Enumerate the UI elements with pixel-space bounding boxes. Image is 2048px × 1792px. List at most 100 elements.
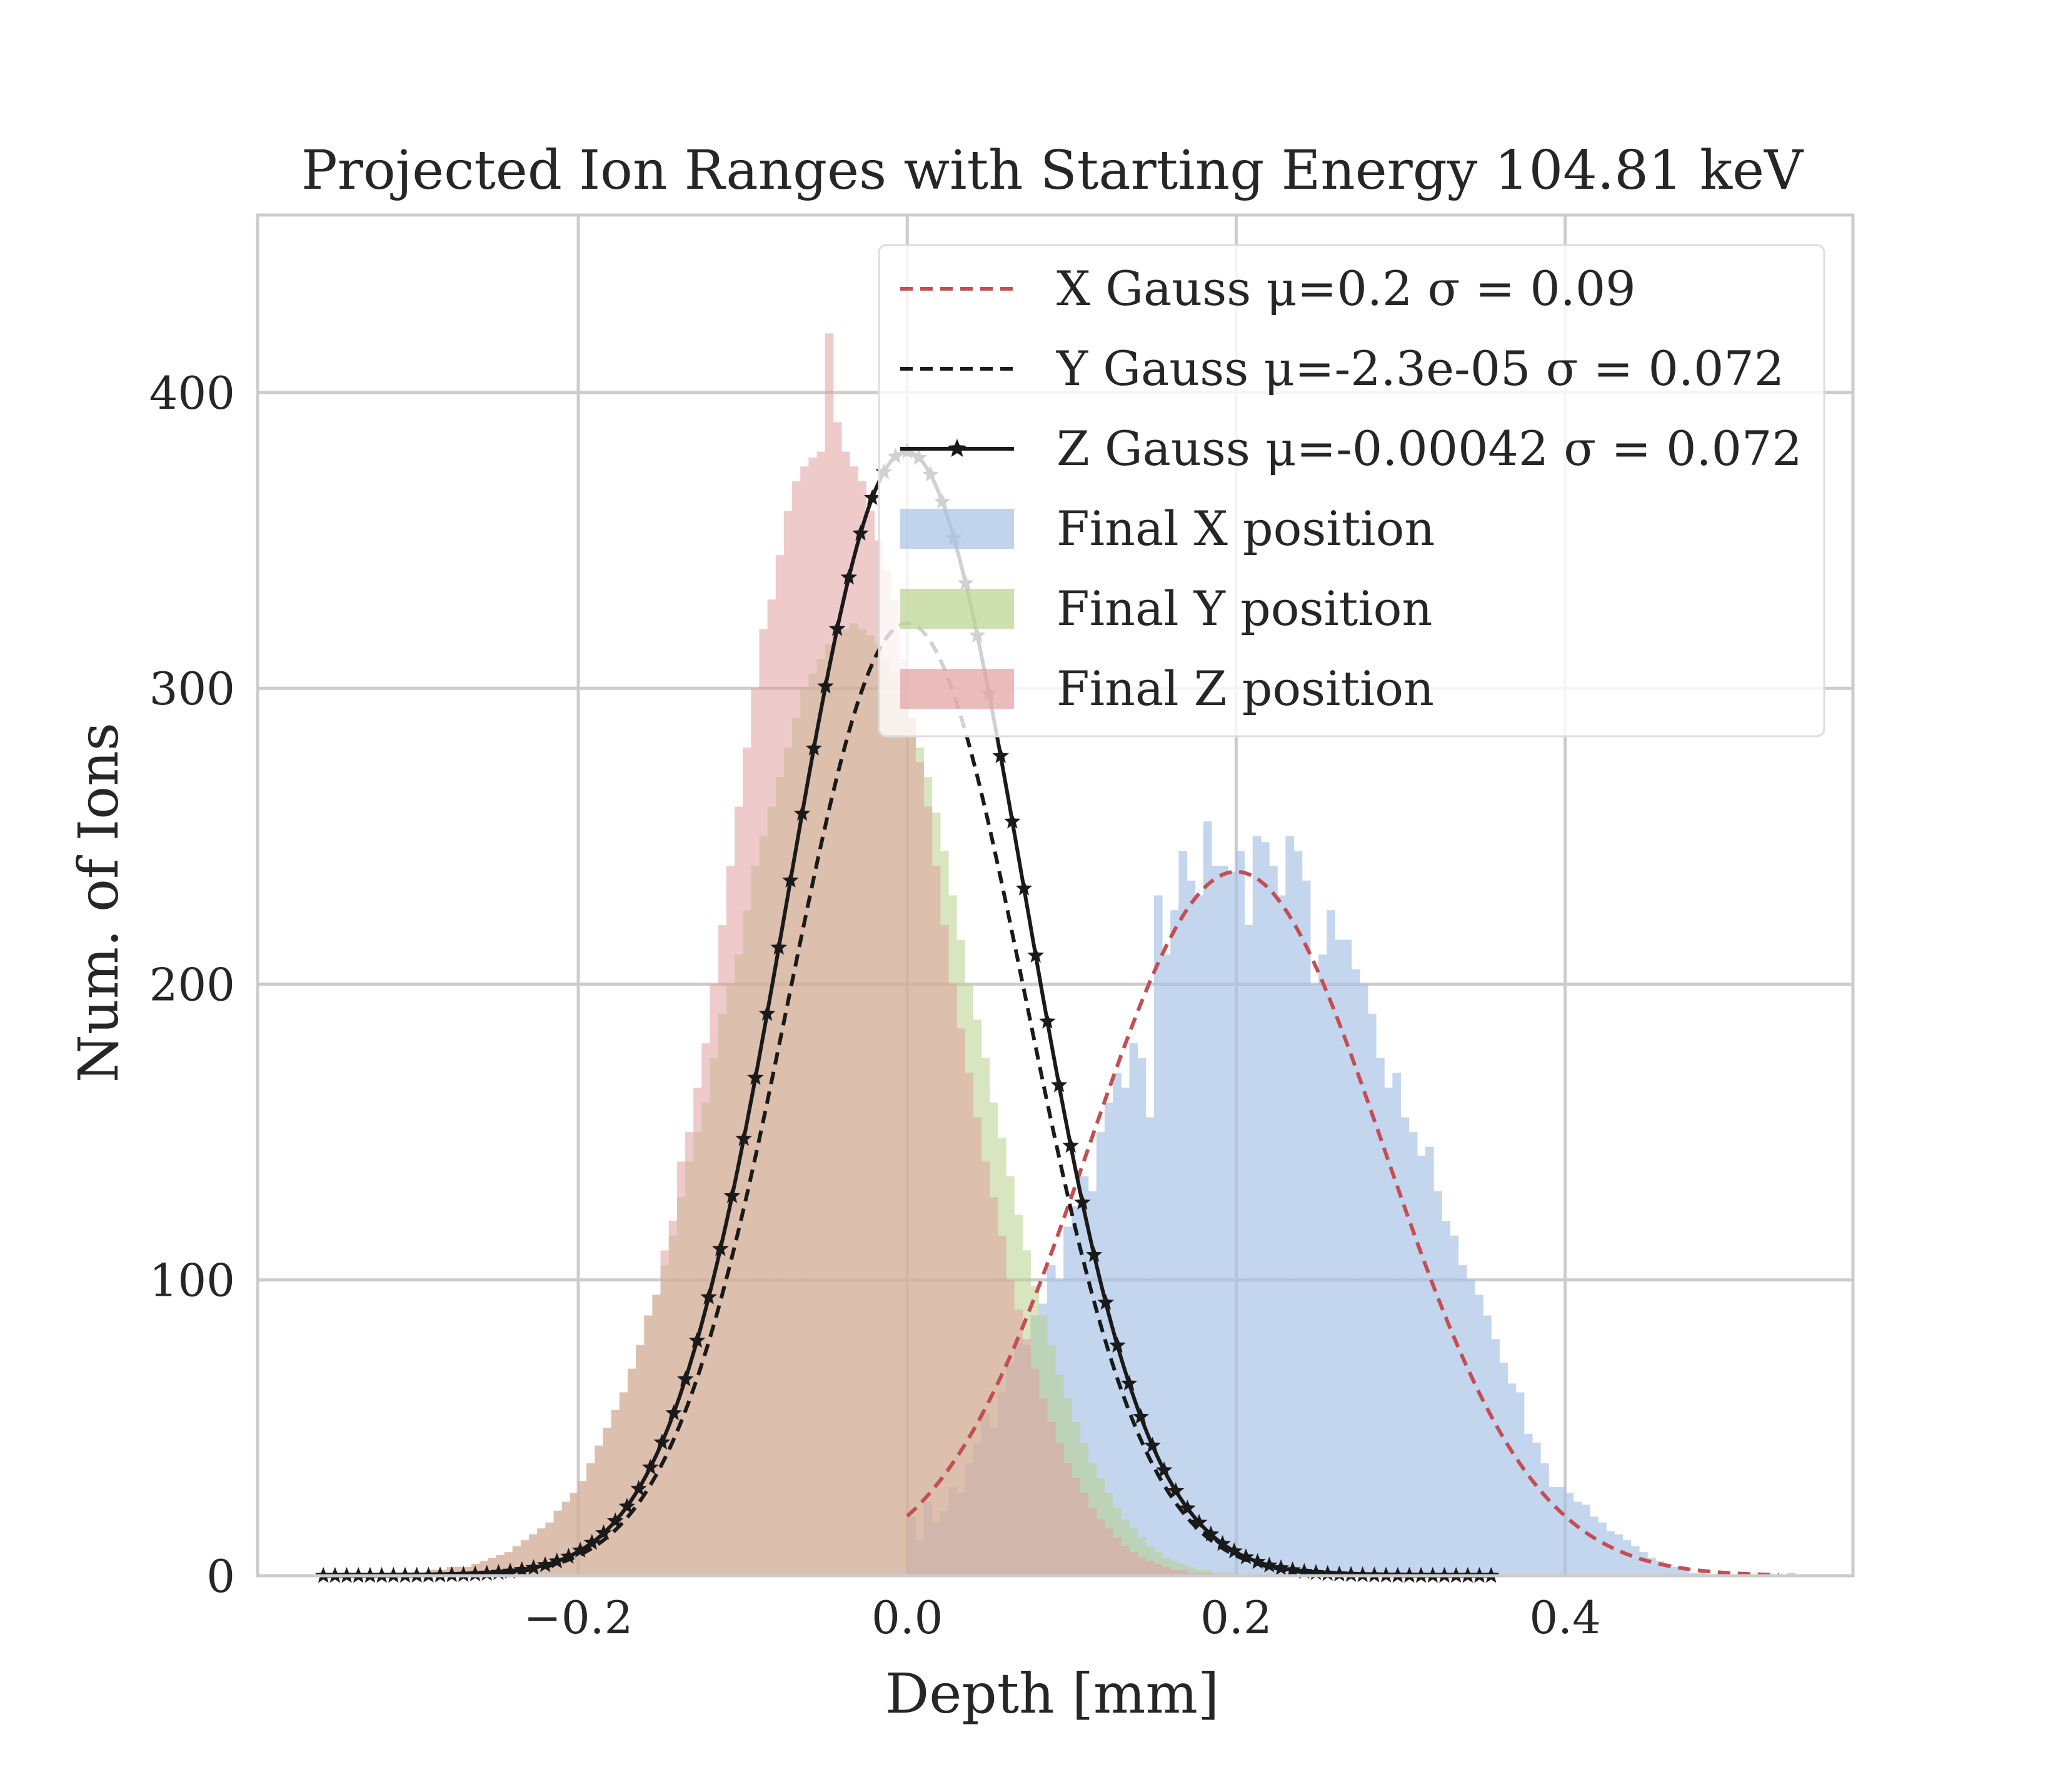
histogram-x-bar: [1392, 1073, 1402, 1576]
legend: X Gauss μ=0.2 σ = 0.09 Y Gauss μ=-2.3e-05…: [878, 244, 1825, 738]
star-marker: [688, 1332, 706, 1348]
y-tick-label: 200: [149, 958, 235, 1011]
star-marker: [1109, 1336, 1126, 1353]
histogram-x-bar: [1277, 895, 1286, 1576]
histogram-z-bar: [743, 747, 751, 1576]
histogram-x-bar: [1532, 1443, 1541, 1576]
star-marker: [747, 1069, 764, 1085]
histogram-z-bar: [561, 1501, 571, 1576]
star-marker: [828, 620, 846, 636]
histogram-x-bar: [1507, 1383, 1517, 1576]
histogram-z-bar: [611, 1409, 620, 1576]
star-marker: [1085, 1246, 1103, 1263]
star-marker: [1225, 1542, 1243, 1559]
star-marker: [770, 939, 788, 955]
star-marker: [700, 1288, 717, 1304]
star-marker: [1202, 1525, 1220, 1542]
star-marker: [630, 1479, 647, 1496]
chart-title: Projected Ion Ranges with Starting Energ…: [301, 139, 1804, 202]
histogram-z-bar: [1145, 1561, 1155, 1576]
star-marker: [1284, 1561, 1301, 1578]
legend-box: [878, 244, 1825, 738]
star-marker: [525, 1559, 542, 1575]
histogram-z-bar: [668, 1221, 678, 1576]
histogram-x-bar: [1491, 1339, 1500, 1576]
star-marker: [1062, 1137, 1079, 1153]
star-marker: [455, 1566, 472, 1582]
histogram-x-bar: [1680, 1569, 1689, 1576]
star-marker: [817, 678, 834, 694]
y-tick-label: 400: [149, 367, 235, 419]
histogram-x-bar: [1302, 880, 1311, 1576]
star-marker: [1179, 1499, 1196, 1516]
histogram-z-bar: [636, 1344, 645, 1576]
star-marker: [1097, 1294, 1115, 1310]
star-marker: [1074, 1193, 1091, 1210]
histogram-x-bar: [1598, 1522, 1607, 1576]
histogram-z-bar: [676, 1161, 686, 1576]
histogram-x-bar: [1359, 984, 1368, 1576]
histogram-z-bar: [775, 555, 785, 1576]
histogram-x-bar: [1335, 939, 1344, 1576]
axes-frame: [256, 213, 1855, 1578]
histogram-x-bar: [1170, 910, 1179, 1576]
histogram-z-bar: [899, 658, 908, 1576]
histogram-x-bar: [1499, 1363, 1508, 1576]
legend-entry: Final X position: [900, 501, 1435, 556]
histogram-z-bar: [816, 451, 826, 1576]
histogram-x-bar: [1236, 851, 1245, 1576]
histogram-z-bar: [603, 1428, 612, 1576]
y-axis-label: Num. of Ions: [66, 723, 131, 1083]
star-marker: [642, 1458, 659, 1475]
legend-patch-swatch: [900, 589, 1014, 629]
histogram-z-bar: [833, 422, 842, 1576]
histogram-x-bar: [1318, 954, 1327, 1576]
histogram-x-bar: [1129, 1043, 1138, 1576]
star-marker: [583, 1534, 601, 1550]
star-marker: [782, 871, 799, 888]
star-marker: [1249, 1553, 1266, 1569]
star-marker: [1015, 879, 1033, 896]
star-marker: [1155, 1461, 1173, 1478]
histogram-x-bar: [1565, 1493, 1574, 1576]
histogram-x-bar: [1408, 1132, 1418, 1576]
histogram-z-bar: [956, 1028, 965, 1576]
histogram-x-bar: [1187, 880, 1196, 1576]
histogram-z-bar: [866, 511, 875, 1576]
star-marker: [1144, 1436, 1161, 1453]
histogram-x-bar: [1203, 821, 1212, 1576]
histogram-x-bar: [1153, 895, 1163, 1576]
histogram-z-bar: [841, 451, 850, 1576]
histogram-z-bar: [915, 762, 925, 1576]
histogram-x-bar: [1630, 1546, 1640, 1576]
histogram-x-bar: [1442, 1221, 1451, 1576]
histogram-z-bar: [989, 1197, 998, 1576]
histogram-z-bar: [931, 866, 941, 1576]
histogram-z-bar: [1113, 1537, 1122, 1576]
histogram-z-bar: [578, 1481, 587, 1576]
star-marker: [478, 1564, 496, 1581]
histogram-x-bar: [1228, 871, 1237, 1576]
histogram-x-bar: [1343, 939, 1352, 1576]
histogram-x-bar: [1557, 1487, 1566, 1576]
star-marker: [536, 1556, 554, 1573]
histogram-z-bar: [1080, 1493, 1089, 1576]
histogram-z-bar: [767, 599, 776, 1576]
histogram-z-bar: [1153, 1564, 1163, 1576]
histogram-z-bar: [783, 511, 793, 1576]
star-marker: [1132, 1408, 1150, 1424]
histogram-z-bar: [923, 806, 933, 1576]
histogram-z-bar: [850, 466, 858, 1576]
star-marker: [1167, 1482, 1185, 1498]
histogram-x-bar: [1458, 1265, 1467, 1576]
star-marker: [1214, 1534, 1231, 1551]
histogram-x-bar: [1425, 1146, 1434, 1576]
histogram-x-bar: [1310, 984, 1319, 1576]
histogram-z-bar: [619, 1392, 628, 1576]
x-gauss-curve: [906, 869, 1779, 1577]
histogram-x-bar: [1327, 910, 1335, 1576]
histogram-z-bar: [1047, 1421, 1056, 1576]
histogram-x-bar: [1293, 851, 1303, 1576]
y-tick-label: 0: [206, 1550, 235, 1603]
x-tick-label: 0.2: [1200, 1591, 1272, 1644]
